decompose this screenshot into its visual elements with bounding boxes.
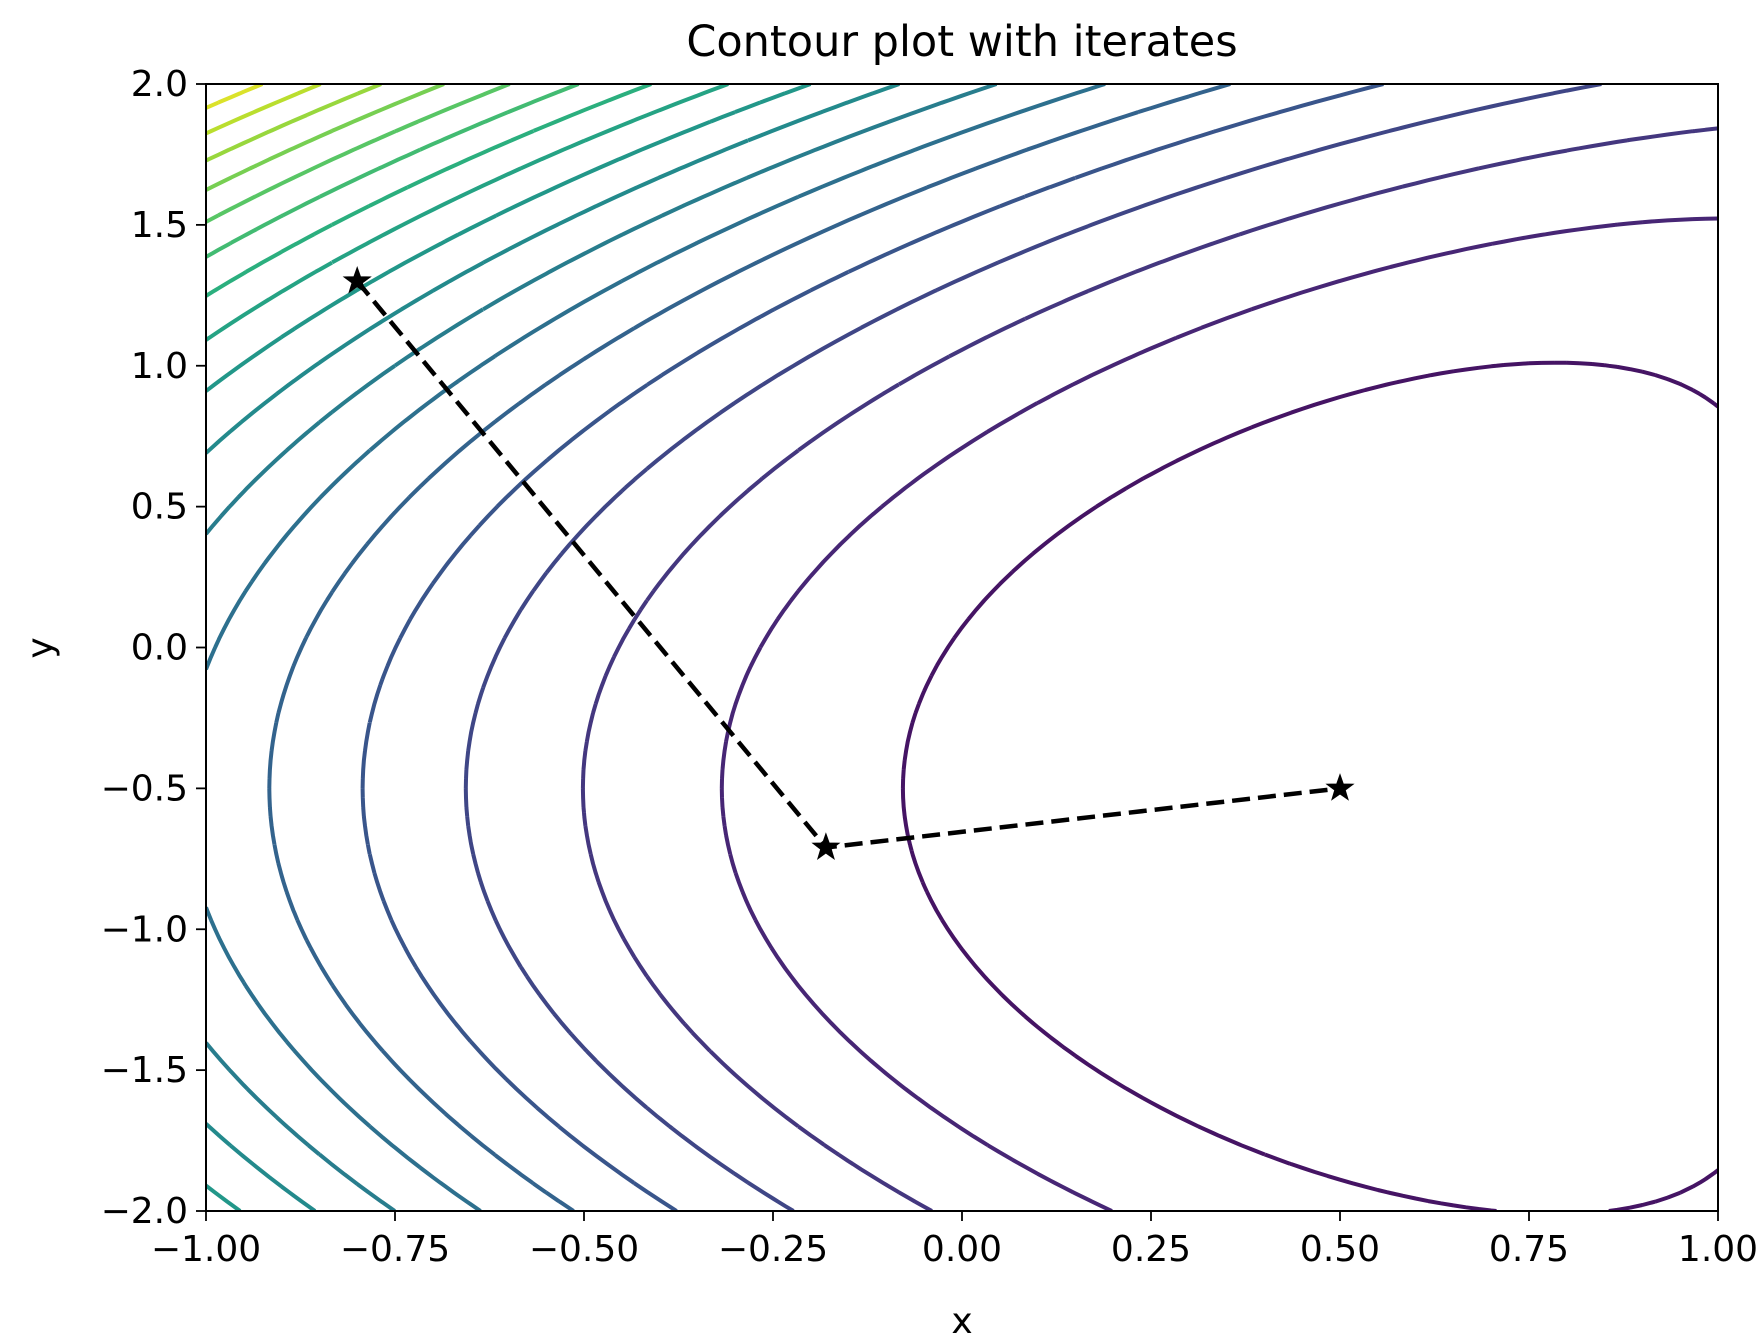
contour-level-1 [900, 360, 1718, 1211]
iterate-marker-1 [811, 832, 841, 860]
chart-title: Contour plot with iterates [686, 17, 1237, 67]
x-tick-label: 1.00 [1678, 1229, 1758, 1270]
contour-level-14 [206, 84, 511, 224]
iterate-path [342, 265, 1355, 860]
contour-level-18 [206, 84, 264, 110]
x-tick-label: 0.75 [1489, 1229, 1569, 1270]
x-tick-label: −0.25 [718, 1229, 828, 1270]
contour-level-3 [580, 126, 1718, 1211]
x-tick-label: −1.00 [151, 1229, 261, 1270]
x-axis-ticks: −1.00 −0.75 −0.50 −0.25 0.00 0.25 0.50 0.75 1.00 [151, 1211, 1758, 1270]
x-tick-label: 0.25 [1111, 1229, 1191, 1270]
contour-level-17 [206, 84, 322, 136]
x-axis-label: x [951, 1301, 972, 1337]
contour-level-2 [719, 216, 1718, 1211]
contour-level-4 [463, 84, 1602, 1211]
x-tick-label: −0.75 [340, 1229, 450, 1270]
contour-level-16 [206, 84, 382, 163]
y-tick-label: −1.5 [101, 1050, 188, 1091]
contour-level-13 [206, 84, 580, 259]
y-axis-label: y [20, 637, 61, 658]
contour-level-7 [206, 84, 1106, 1211]
contour-level-11 [206, 84, 729, 342]
contour-level-9 [206, 84, 900, 1211]
contour-level-15 [206, 84, 445, 192]
x-tick-label: 0.00 [922, 1229, 1002, 1270]
contour-lines [206, 84, 1718, 1211]
contour-level-12 [206, 84, 652, 298]
y-tick-label: 2.0 [131, 64, 188, 105]
y-tick-label: 1.0 [131, 346, 188, 387]
contour-level-6 [267, 84, 1231, 1211]
y-axis-ticks: −2.0 −1.5 −1.0 −0.5 0.0 0.5 1.0 1.5 2.0 [101, 64, 206, 1232]
y-tick-label: −2.0 [101, 1191, 188, 1232]
y-tick-label: 1.5 [131, 205, 188, 246]
x-tick-label: −0.50 [529, 1229, 639, 1270]
x-tick-label: 0.50 [1300, 1229, 1380, 1270]
iterate-marker-0 [342, 265, 372, 294]
y-tick-label: 0.5 [131, 487, 188, 528]
contour-level-5 [360, 84, 1384, 1211]
iterate-marker-2 [1325, 773, 1355, 801]
y-tick-label: −0.5 [101, 768, 188, 809]
y-tick-label: −1.0 [101, 909, 188, 950]
y-tick-label: 0.0 [131, 628, 188, 669]
contour-level-8 [206, 84, 998, 1211]
